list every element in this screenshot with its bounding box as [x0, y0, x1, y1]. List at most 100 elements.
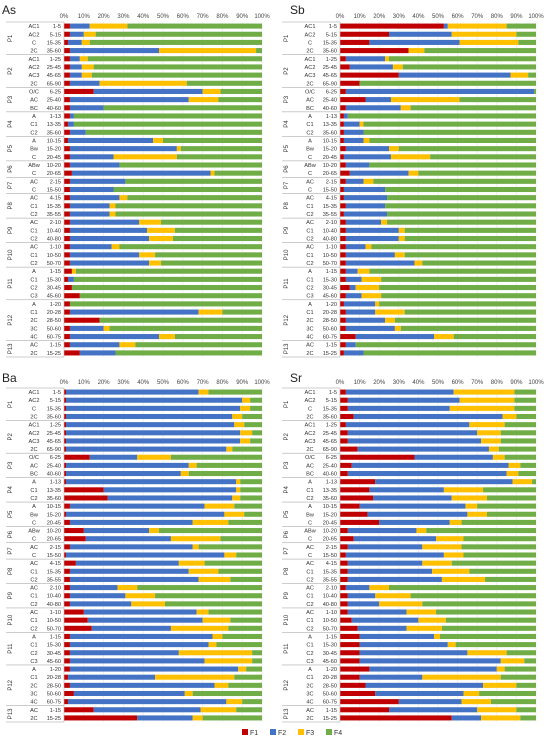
horizon-label: AC1: [29, 423, 40, 429]
bar-segment-f2: [389, 31, 452, 37]
depth-label: 25-45: [323, 431, 337, 437]
bar-segment-f3: [390, 154, 431, 160]
bar-segment-f1: [64, 503, 70, 509]
profile-label: P11: [284, 278, 290, 289]
bar-segment-f1: [340, 317, 346, 323]
bar-segment-f1: [64, 487, 104, 493]
bar-segment-f1: [340, 511, 368, 517]
profile-label: P13: [284, 708, 290, 719]
bar-segment-f3: [449, 519, 462, 525]
bar-segment-f4: [246, 666, 262, 672]
depth-label: 50-70: [47, 261, 61, 267]
bar-segment-f3: [385, 56, 389, 62]
depth-label: 1-10: [326, 610, 337, 616]
profile-label: P5: [284, 510, 290, 518]
bar-segment-f2: [69, 186, 114, 193]
profile-label: P4: [284, 120, 290, 128]
bar-segment-f1: [340, 633, 360, 639]
profile-label: P1: [8, 34, 14, 42]
bar-segment-f3: [443, 487, 484, 493]
horizon-label: BC: [306, 472, 314, 478]
bar-segment-f4: [164, 601, 262, 607]
bar-segment-f3: [502, 413, 517, 420]
bar-segment-f2: [347, 568, 433, 574]
horizon-label: AC2: [29, 431, 40, 437]
bar-segment-f2: [71, 170, 211, 176]
bar-segment-f3: [202, 88, 221, 94]
depth-label: 2-15: [326, 179, 337, 185]
horizon-label: C3: [30, 294, 37, 300]
profile-label: P6: [284, 165, 290, 173]
bar-segment-f4: [369, 162, 536, 168]
bar-segment-f3: [202, 617, 231, 623]
bar-segment-f2: [359, 674, 423, 680]
bar-segment-f3: [81, 72, 92, 78]
bar-segment-f2: [69, 642, 209, 648]
depth-label: 30-45: [47, 651, 61, 657]
horizon-label: C1: [306, 594, 313, 600]
bar-segment-f3: [408, 48, 425, 54]
depth-label: 35-60: [47, 49, 61, 55]
horizon-label: C2: [30, 237, 37, 243]
bar-segment-f1: [64, 137, 68, 144]
bar-segment-f2: [343, 129, 364, 135]
bar-segment-f1: [64, 422, 66, 428]
bar-segment-f3: [492, 454, 505, 460]
bar-segment-f3: [398, 227, 405, 233]
horizon-label: BC: [30, 472, 38, 478]
depth-label: 10-50: [323, 618, 337, 624]
bar-segment-f4: [469, 568, 536, 574]
horizon-label: AC: [306, 245, 314, 251]
bar-segment-f1: [340, 293, 346, 299]
profile-label: P4: [284, 485, 290, 493]
bar-segment-f4: [514, 405, 536, 411]
bar-segment-f2: [375, 479, 513, 485]
bar-segment-f2: [65, 397, 243, 403]
bar-segment-f1: [340, 528, 348, 534]
bar-segment-f3: [447, 23, 507, 29]
x-tick-label: 60%: [452, 14, 465, 20]
bar-segment-f1: [340, 146, 346, 152]
x-tick-label: 20%: [98, 14, 111, 20]
bar-segment-f4: [208, 609, 262, 615]
legend-label: F3: [306, 730, 314, 737]
depth-label: 4-15: [326, 561, 337, 567]
bar-segment-f4: [103, 105, 262, 111]
bar-segment-f2: [345, 268, 358, 274]
profile-label: P8: [8, 567, 14, 575]
bar-segment-f3: [481, 438, 501, 444]
horizon-label: C: [308, 537, 312, 543]
depth-label: 60-75: [47, 335, 61, 341]
legend-swatch-f1: [242, 729, 248, 735]
bar-segment-f2: [349, 285, 356, 291]
horizon-label: AC: [306, 220, 314, 226]
depth-label: 15-30: [323, 643, 337, 649]
bar-segment-f3: [481, 715, 521, 721]
bar-segment-f4: [485, 576, 536, 582]
depth-label: 40-60: [323, 106, 337, 112]
bar-segment-f2: [367, 511, 468, 517]
bar-segment-f4: [410, 593, 536, 599]
bar-segment-f1: [64, 121, 68, 127]
depth-label: 1-15: [50, 269, 61, 275]
bar-segment-f4: [487, 511, 536, 517]
bar-segment-f2: [343, 350, 364, 356]
bar-segment-f3: [125, 593, 156, 599]
depth-label: 1-15: [50, 634, 61, 640]
bar-segment-f1: [64, 666, 70, 672]
bar-segment-f4: [174, 334, 262, 340]
horizon-label: C: [32, 553, 36, 559]
bar-segment-f4: [453, 334, 536, 340]
bar-segment-f4: [198, 544, 262, 550]
horizon-label: AC: [30, 586, 38, 592]
profile-label: P4: [8, 485, 14, 493]
bar-segment-f1: [64, 617, 88, 623]
profile-label: P10: [284, 614, 290, 625]
horizon-label: AC2: [305, 32, 316, 38]
depth-label: 25-45: [47, 65, 61, 71]
bar-segment-f1: [64, 162, 70, 168]
horizon-label: ABw: [304, 163, 316, 169]
bar-segment-f4: [208, 389, 262, 395]
bar-segment-f1: [64, 405, 66, 411]
x-tick-label: 90%: [510, 380, 523, 386]
